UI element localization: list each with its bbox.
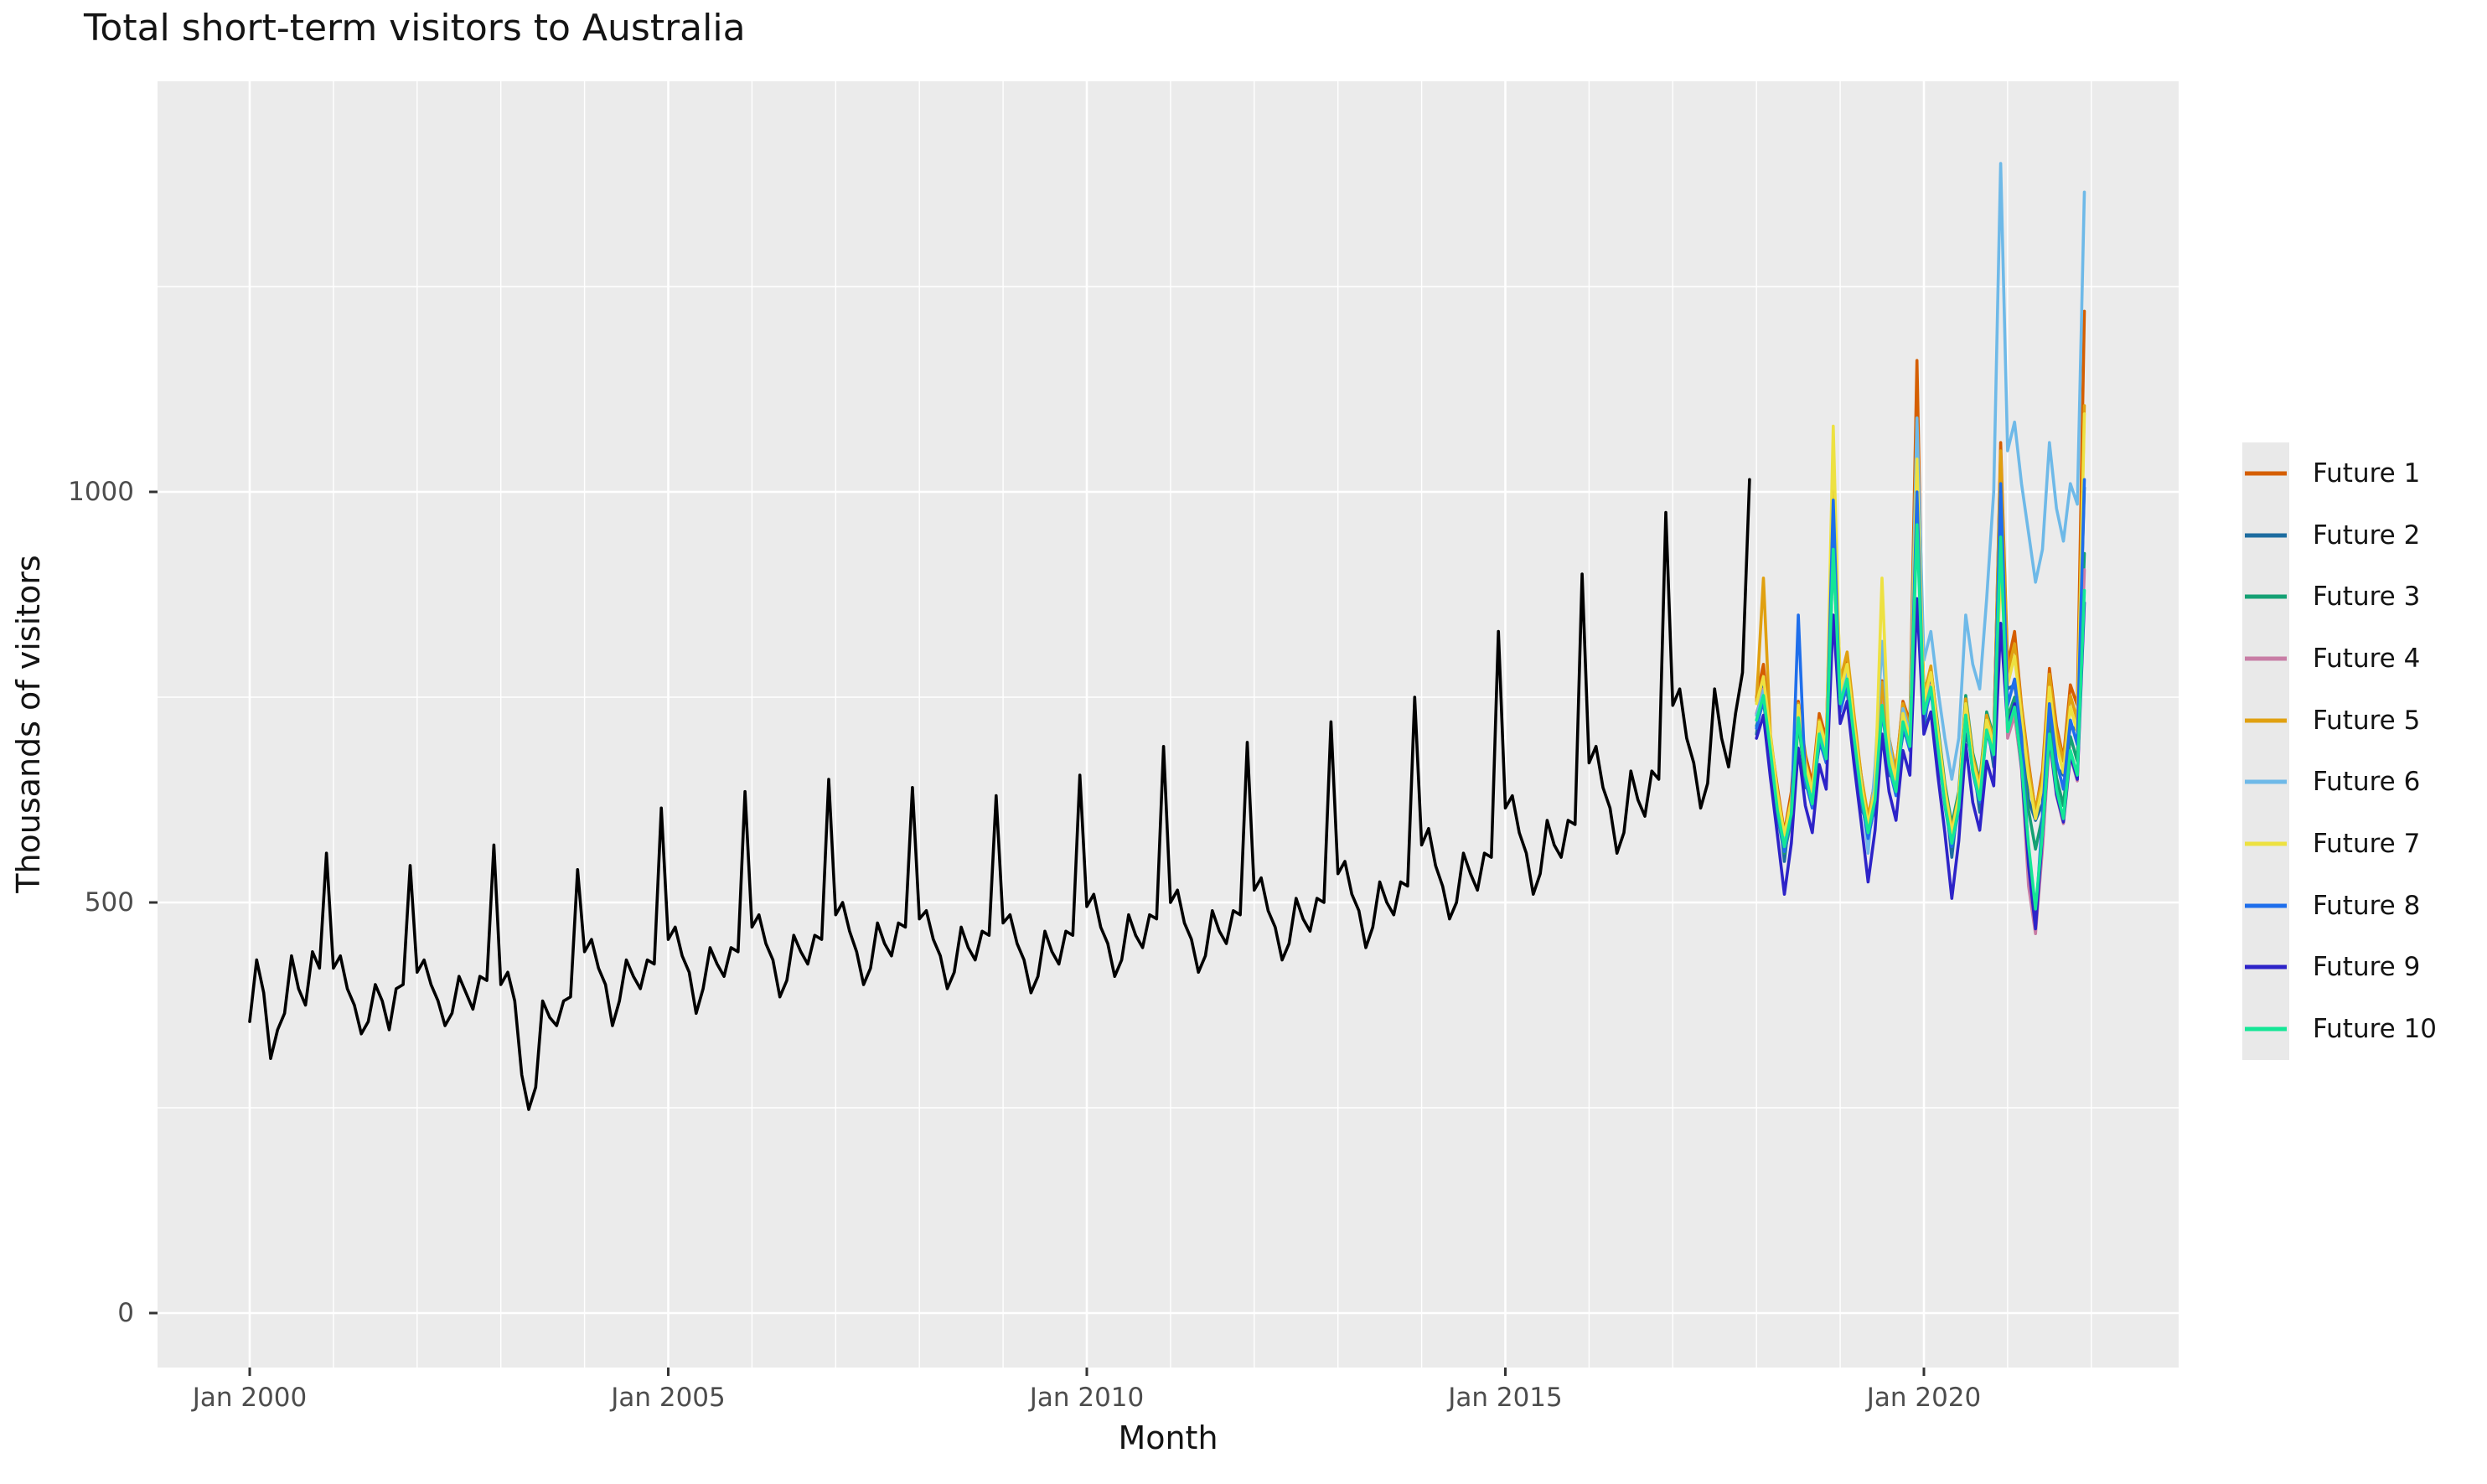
legend-key-icon bbox=[2242, 442, 2289, 504]
legend-color-swatch bbox=[2245, 471, 2287, 476]
legend-label: Future 10 bbox=[2313, 1014, 2438, 1045]
legend-label: Future 2 bbox=[2313, 520, 2421, 551]
legend-key-icon bbox=[2242, 566, 2289, 628]
series-line-future-10 bbox=[1755, 523, 2086, 911]
x-tick-label: Jan 2015 bbox=[1448, 1383, 1563, 1413]
legend-color-swatch bbox=[2245, 841, 2287, 846]
x-axis-title: Month bbox=[1118, 1419, 1218, 1456]
x-tick-label: Jan 2010 bbox=[1029, 1383, 1145, 1413]
y-axis-title: Thousands of visitors bbox=[10, 555, 47, 893]
legend-label: Future 3 bbox=[2313, 582, 2421, 613]
legend-row: Future 6 bbox=[2242, 751, 2437, 814]
legend: Future 1 Future 2 Future 3 Future 4 Future 5… bbox=[2242, 442, 2437, 1060]
plot-canvas bbox=[149, 81, 2179, 1376]
legend-color-swatch bbox=[2245, 533, 2287, 538]
legend-key-icon bbox=[2242, 998, 2289, 1060]
legend-color-swatch bbox=[2245, 1026, 2287, 1032]
legend-row: Future 1 bbox=[2242, 442, 2437, 504]
legend-row: Future 5 bbox=[2242, 689, 2437, 752]
legend-color-swatch bbox=[2245, 903, 2287, 908]
legend-label: Future 7 bbox=[2313, 828, 2421, 859]
legend-label: Future 6 bbox=[2313, 767, 2421, 798]
plot-panel bbox=[158, 81, 2179, 1368]
legend-label: Future 8 bbox=[2313, 890, 2421, 921]
legend-label: Future 5 bbox=[2313, 705, 2421, 736]
legend-row: Future 7 bbox=[2242, 813, 2437, 875]
legend-key-icon bbox=[2242, 504, 2289, 566]
x-tick-label: Jan 2005 bbox=[611, 1383, 726, 1413]
legend-row: Future 4 bbox=[2242, 628, 2437, 690]
legend-row: Future 10 bbox=[2242, 998, 2437, 1060]
legend-color-swatch bbox=[2245, 964, 2287, 970]
legend-key-icon bbox=[2242, 751, 2289, 814]
legend-row: Future 2 bbox=[2242, 504, 2437, 566]
legend-row: Future 8 bbox=[2242, 874, 2437, 937]
legend-label: Future 1 bbox=[2313, 458, 2421, 489]
legend-key-icon bbox=[2242, 628, 2289, 690]
legend-label: Future 4 bbox=[2313, 643, 2421, 674]
x-tick-label: Jan 2000 bbox=[192, 1383, 308, 1413]
y-tick-label: 500 bbox=[84, 887, 134, 918]
legend-key-icon bbox=[2242, 936, 2289, 999]
legend-color-swatch bbox=[2245, 594, 2287, 599]
chart-title: Total short-term visitors to Australia bbox=[84, 7, 746, 49]
legend-color-swatch bbox=[2245, 718, 2287, 723]
legend-row: Future 3 bbox=[2242, 566, 2437, 628]
x-tick-label: Jan 2020 bbox=[1866, 1383, 1982, 1413]
legend-key-icon bbox=[2242, 813, 2289, 875]
legend-key-icon bbox=[2242, 689, 2289, 752]
y-tick-label: 0 bbox=[117, 1298, 134, 1328]
legend-color-swatch bbox=[2245, 656, 2287, 661]
series-line-future-9 bbox=[1755, 597, 2086, 931]
legend-label: Future 9 bbox=[2313, 952, 2421, 983]
legend-key-icon bbox=[2242, 874, 2289, 937]
series-line-historical bbox=[248, 478, 1751, 1111]
y-tick-label: 1000 bbox=[68, 477, 134, 507]
legend-color-swatch bbox=[2245, 779, 2287, 784]
legend-row: Future 9 bbox=[2242, 936, 2437, 999]
